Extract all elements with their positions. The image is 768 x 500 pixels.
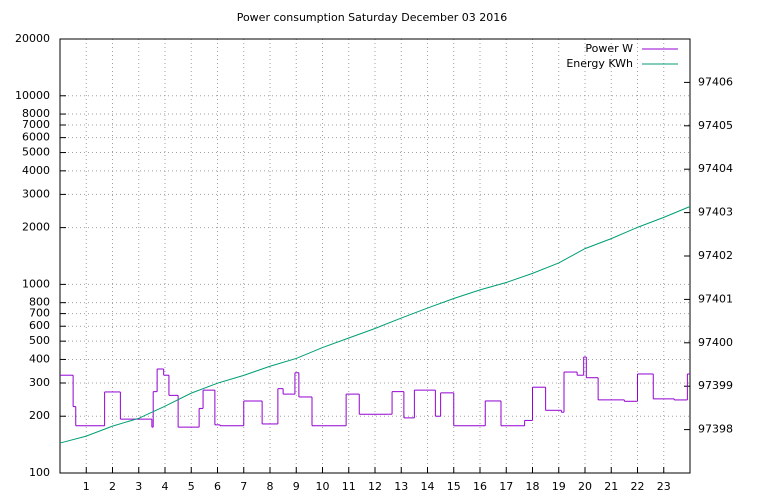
y-tick-label: 10000 — [15, 89, 50, 102]
x-tick-label: 4 — [162, 480, 169, 493]
x-tick-label: 15 — [447, 480, 461, 493]
x-tick-label: 18 — [526, 480, 540, 493]
plot-border — [59, 38, 691, 474]
x-tick-label: 20 — [578, 480, 592, 493]
energy-line — [59, 206, 691, 444]
y2-tick-label: 97406 — [698, 75, 733, 88]
x-tick-label: 10 — [316, 480, 330, 493]
y-tick-label: 100 — [29, 466, 50, 479]
y-tick-label: 3000 — [22, 187, 50, 200]
y2-tick-label: 97404 — [698, 162, 733, 175]
x-tick-label: 22 — [631, 480, 645, 493]
x-tick-label: 13 — [394, 480, 408, 493]
y-tick-label: 5000 — [22, 146, 50, 159]
chart-title: Power consumption Saturday December 03 2… — [237, 11, 508, 24]
x-tick-label: 11 — [342, 480, 356, 493]
x-tick-label: 14 — [421, 480, 435, 493]
x-tick-label: 5 — [188, 480, 195, 493]
y-tick-label: 600 — [29, 319, 50, 332]
legend-label: Power W — [585, 42, 633, 55]
y-tick-label: 500 — [29, 334, 50, 347]
y2-tick-label: 97402 — [698, 249, 733, 262]
y-tick-label: 2000 — [22, 221, 50, 234]
y-tick-label: 6000 — [22, 131, 50, 144]
y-tick-label: 1000 — [22, 277, 50, 290]
x-tick-label: 17 — [499, 480, 513, 493]
x-tick-label: 8 — [267, 480, 274, 493]
y-tick-label: 7000 — [22, 118, 50, 131]
x-tick-label: 23 — [657, 480, 671, 493]
y2-tick-label: 97403 — [698, 206, 733, 219]
y-tick-label: 700 — [29, 307, 50, 320]
x-tick-label: 19 — [552, 480, 566, 493]
y2-tick-label: 97401 — [698, 292, 733, 305]
y-tick-label: 200 — [29, 409, 50, 422]
y-tick-label: 300 — [29, 376, 50, 389]
x-tick-label: 9 — [293, 480, 300, 493]
x-tick-label: 2 — [109, 480, 116, 493]
x-tick-label: 12 — [368, 480, 382, 493]
y-tick-label: 8000 — [22, 107, 50, 120]
y2-tick-label: 97399 — [698, 379, 733, 392]
y2-tick-label: 97400 — [698, 336, 733, 349]
y-tick-label: 400 — [29, 352, 50, 365]
x-tick-label: 3 — [135, 480, 142, 493]
y-tick-label: 20000 — [15, 32, 50, 45]
y-tick-label: 4000 — [22, 164, 50, 177]
x-tick-label: 21 — [604, 480, 618, 493]
x-tick-label: 1 — [83, 480, 90, 493]
x-tick-label: 7 — [240, 480, 247, 493]
y2-tick-label: 97405 — [698, 119, 733, 132]
legend-label: Energy KWh — [566, 57, 633, 70]
y-tick-label: 800 — [29, 296, 50, 309]
x-tick-label: 6 — [214, 480, 221, 493]
y2-tick-label: 97398 — [698, 423, 733, 436]
x-tick-label: 16 — [473, 480, 487, 493]
